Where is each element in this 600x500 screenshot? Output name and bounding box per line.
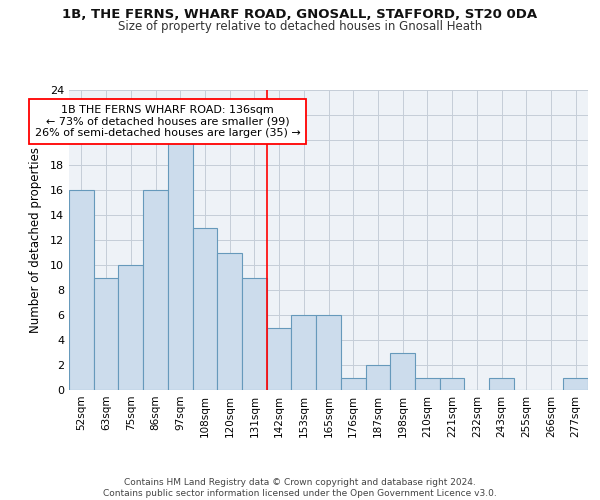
Bar (316, 315, 341, 390)
Bar (365, 365, 390, 390)
Y-axis label: Number of detached properties: Number of detached properties (29, 147, 41, 333)
Bar (341, 378, 365, 390)
Bar (94, 278, 118, 390)
Bar (143, 190, 168, 390)
Bar (118, 265, 143, 390)
Bar (390, 352, 415, 390)
Bar (563, 378, 588, 390)
Bar (267, 328, 292, 390)
Bar (217, 252, 242, 390)
Bar (440, 378, 464, 390)
Bar (193, 228, 217, 390)
Bar (489, 378, 514, 390)
Bar (168, 140, 193, 390)
Bar (292, 315, 316, 390)
Bar (242, 278, 267, 390)
Text: 1B THE FERNS WHARF ROAD: 136sqm
← 73% of detached houses are smaller (99)
26% of: 1B THE FERNS WHARF ROAD: 136sqm ← 73% of… (35, 105, 301, 138)
Text: 1B, THE FERNS, WHARF ROAD, GNOSALL, STAFFORD, ST20 0DA: 1B, THE FERNS, WHARF ROAD, GNOSALL, STAF… (62, 8, 538, 20)
Text: Size of property relative to detached houses in Gnosall Heath: Size of property relative to detached ho… (118, 20, 482, 33)
Bar (69, 190, 94, 390)
Text: Contains HM Land Registry data © Crown copyright and database right 2024.
Contai: Contains HM Land Registry data © Crown c… (103, 478, 497, 498)
Bar (415, 378, 440, 390)
